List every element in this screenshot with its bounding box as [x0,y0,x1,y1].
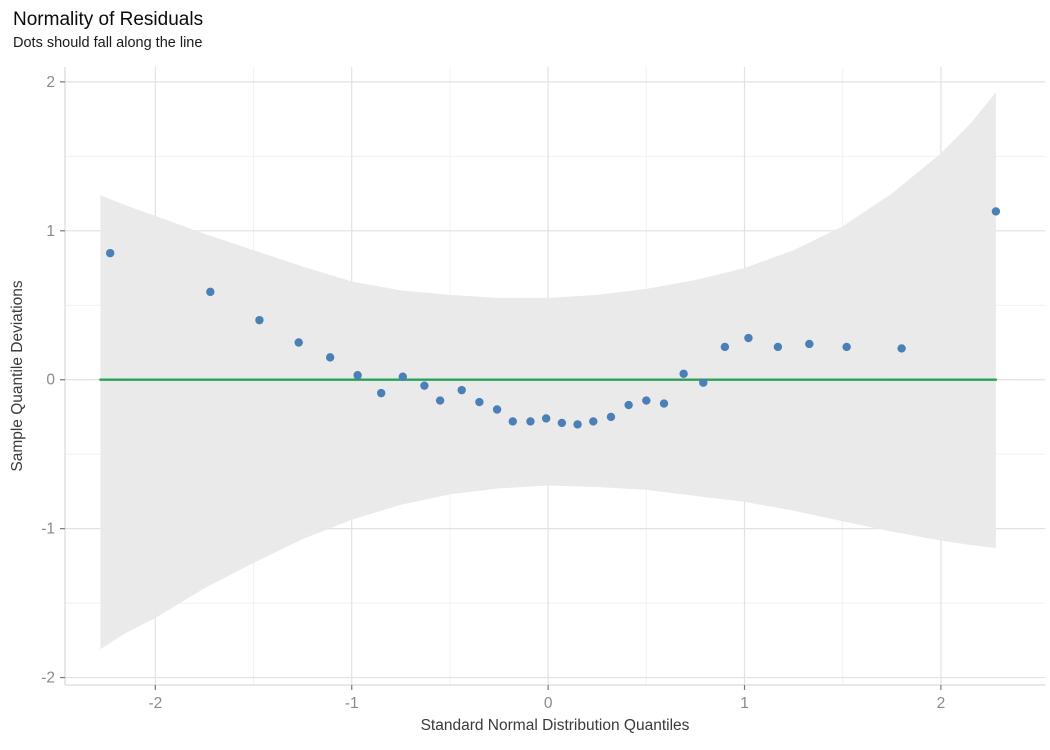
data-point [105,248,115,258]
x-tick-label: 2 [937,695,946,712]
data-point [376,388,386,398]
data-point [720,342,730,352]
data-point [744,333,753,343]
data-point [325,353,335,362]
data-point [206,287,215,297]
y-axis-label: Sample Quantile Deviations [9,280,26,472]
x-tick-label: 0 [544,695,553,712]
data-point [805,339,814,349]
data-point [492,405,502,414]
data-point [573,420,582,429]
data-point [589,417,598,426]
x-tick-label: 1 [740,695,749,712]
chart-subtitle: Dots should fall along the line [13,34,203,51]
data-point [897,344,906,353]
y-tick-label: 1 [46,223,55,240]
data-point [679,369,688,378]
data-point [541,414,551,423]
data-point [398,372,407,381]
data-point [699,378,708,387]
x-axis-label: Standard Normal Distribution Quantiles [420,717,690,734]
data-point [842,342,851,352]
chart-header: Normality of Residuals Dots should fall … [13,8,203,51]
data-point [606,412,616,422]
y-tick-label: 0 [46,372,55,389]
data-point [773,342,783,352]
y-tick-label: 2 [46,74,55,91]
y-tick-label: -2 [41,670,55,687]
data-point [526,417,535,426]
data-point [457,385,466,395]
data-point [991,207,1001,216]
data-point [642,396,651,405]
confidence-band [100,92,996,650]
data-point [294,338,303,347]
data-point [475,397,484,407]
x-tick-label: -1 [345,695,359,712]
data-point [435,396,445,405]
data-point [659,399,669,408]
data-point [557,418,567,428]
data-point [420,381,429,390]
data-point [508,417,517,426]
x-tick-label: -2 [148,695,162,712]
data-point [255,315,264,325]
y-tick-label: -1 [41,521,55,538]
data-point [353,371,362,380]
data-point [624,400,633,410]
chart-title: Normality of Residuals [13,9,204,30]
